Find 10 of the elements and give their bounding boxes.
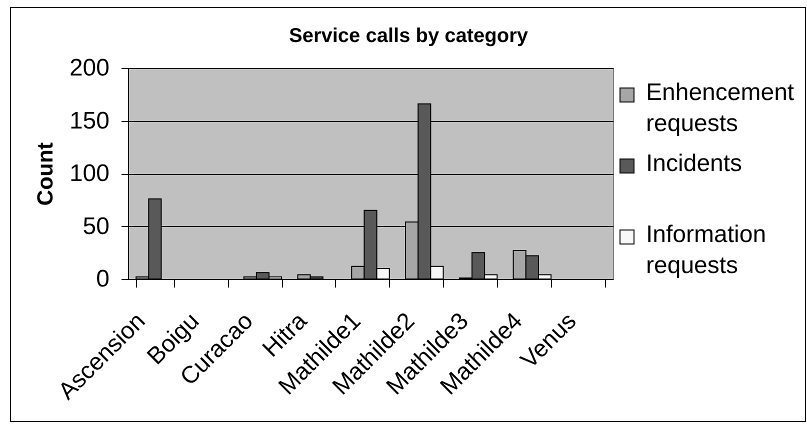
legend-label: Enhencement requests: [646, 79, 794, 137]
y-axis-title: Count: [32, 142, 58, 206]
chart-title: Service calls by category: [288, 25, 529, 47]
legend-label: Information requests: [646, 221, 766, 279]
y-tick-label: 100: [69, 160, 110, 187]
legend-label: Incidents: [646, 150, 742, 177]
y-tick-label: 0: [96, 266, 110, 292]
y-tick-label: 50: [82, 212, 110, 240]
y-tick-label: 150: [69, 107, 110, 134]
y-tick-label: 200: [69, 54, 110, 82]
